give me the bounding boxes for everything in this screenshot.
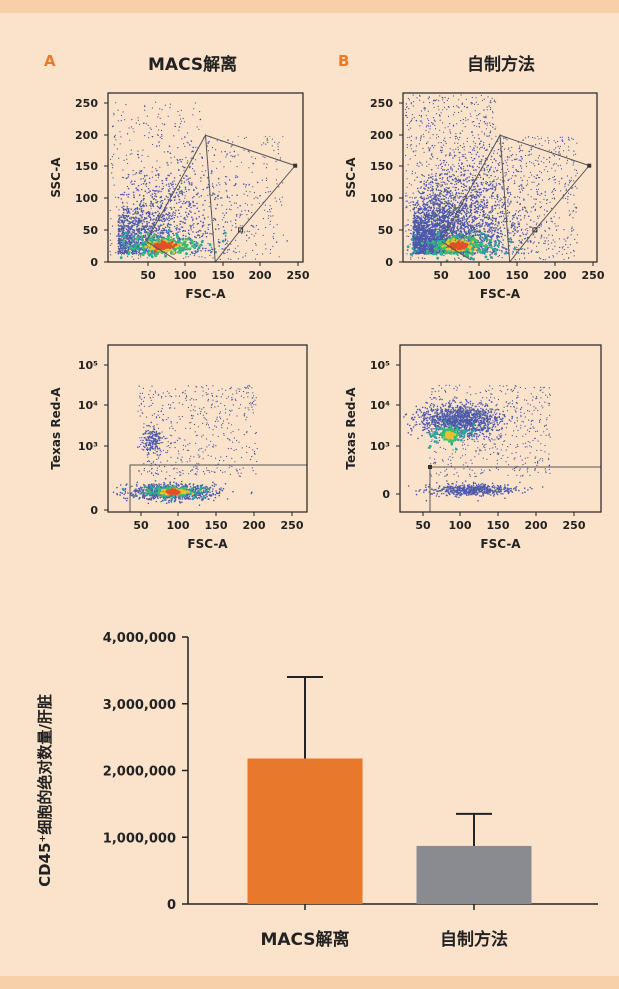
y-tick-label: 150 [370, 160, 393, 173]
x-axis-label: FSC-A [480, 537, 521, 551]
gate-handle [428, 465, 432, 469]
gate-handle [238, 227, 244, 233]
gate-line [441, 241, 472, 261]
panel-b-title: 自制方法 [467, 55, 535, 75]
y-tick-label: 200 [370, 129, 393, 142]
x-axis-label: FSC-A [187, 537, 228, 551]
y-tick-label: 0 [382, 488, 390, 501]
plot-frame [402, 92, 598, 263]
scatter-points [109, 101, 289, 260]
y-tick-label: 100 [370, 192, 393, 205]
y-tick-label: 250 [75, 97, 98, 110]
x-tick-label: 50 [133, 519, 149, 532]
x-tick-label: 150 [506, 269, 529, 282]
x-tick-label: 200 [544, 269, 567, 282]
y-tick-label: 10⁴ [370, 399, 390, 412]
y-axis-label: CD45⁺细胞的绝对数量/肝脏 [36, 694, 54, 887]
plot-frame [107, 344, 308, 513]
flow-plot-a-top [104, 92, 304, 266]
gate-polygon-2 [205, 134, 297, 263]
x-tick-label: 100 [449, 519, 472, 532]
x-tick-label: 150 [205, 519, 228, 532]
flow-plot-b-bottom [396, 344, 602, 516]
x-tick-label: 200 [525, 519, 548, 532]
y-tick-label: 0 [167, 898, 176, 913]
x-tick-label: 200 [249, 269, 272, 282]
flow-plot-b-top [399, 92, 598, 266]
panel-a-letter: A [44, 52, 56, 70]
x-tick-label: 150 [212, 269, 235, 282]
gate-handle [532, 227, 538, 233]
flow-plot-a-bottom [104, 344, 308, 516]
y-tick-label: 10⁵ [78, 359, 98, 372]
x-tick-label: 50 [140, 269, 156, 282]
bar-chart [182, 636, 598, 910]
panel-b-letter: B [338, 52, 350, 70]
y-tick-label: 1,000,000 [103, 831, 176, 846]
bar-1 [247, 758, 363, 904]
x-tick-label: 50 [415, 519, 431, 532]
bottom-band [0, 976, 619, 989]
x-tick-label: 200 [243, 519, 266, 532]
y-tick-label: 250 [370, 97, 393, 110]
x-tick-label: 150 [487, 519, 510, 532]
x-tick-label: 250 [281, 519, 304, 532]
y-axis-label: SSC-A [344, 157, 358, 198]
y-tick-label: 50 [378, 224, 394, 237]
x-tick-label: 250 [287, 269, 310, 282]
y-tick-label: 3,000,000 [103, 698, 176, 713]
x-axis-label: FSC-A [480, 287, 521, 301]
x-tick-label: 100 [174, 269, 197, 282]
y-tick-label: 10³ [78, 440, 98, 453]
x-tick-label: 250 [582, 269, 605, 282]
x-tick-label: 250 [563, 519, 586, 532]
y-tick-label: 2,000,000 [103, 765, 176, 780]
y-tick-label: 4,000,000 [103, 631, 176, 646]
top-band [0, 0, 619, 13]
gate-line [146, 241, 177, 261]
y-tick-label: 10⁴ [78, 399, 98, 412]
gate-handle [293, 163, 298, 168]
plot-frame [399, 344, 602, 513]
y-axis-label: Texas Red-A [49, 387, 63, 470]
blank-region [496, 94, 596, 137]
gate-handle [587, 163, 592, 168]
y-tick-label: 10³ [370, 440, 390, 453]
blank-region [556, 346, 600, 426]
y-axis-label: SSC-A [49, 157, 63, 198]
y-tick-label: 0 [90, 504, 98, 517]
y-axis-label: Texas Red-A [344, 387, 358, 470]
x-tick-label: 100 [468, 269, 491, 282]
x-axis-label: FSC-A [185, 287, 226, 301]
y-tick-label: 100 [75, 192, 98, 205]
y-tick-label: 0 [385, 256, 393, 269]
x-tick-label: 100 [167, 519, 190, 532]
y-tick-label: 0 [90, 256, 98, 269]
y-tick-label: 10⁵ [370, 359, 390, 372]
density-core [121, 484, 210, 502]
plot-frame [107, 92, 304, 263]
scatter-points [403, 384, 551, 502]
gate-polygon-2 [499, 134, 591, 263]
y-tick-label: 150 [75, 160, 98, 173]
x-tick-label: 50 [433, 269, 449, 282]
panel-a-title: MACS解离 [148, 55, 238, 75]
blank-region [201, 94, 302, 137]
x-tick-label: MACS解离 [260, 929, 349, 950]
x-tick-label: 自制方法 [440, 929, 508, 950]
y-tick-label: 200 [75, 129, 98, 142]
bar-2 [416, 845, 532, 904]
density-core [428, 420, 476, 451]
y-tick-label: 50 [83, 224, 99, 237]
